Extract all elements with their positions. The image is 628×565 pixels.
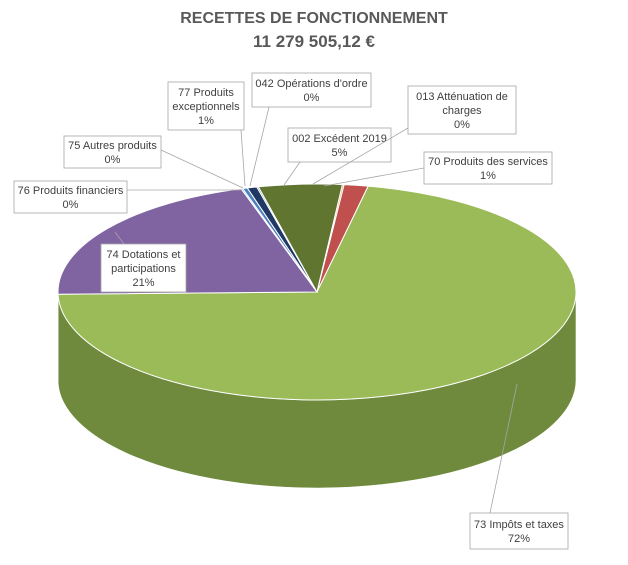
callout-74-dotations-et-participations: 74 Dotations et participations 21% [100,231,187,293]
callout-73-impots-et-taxes: 73 Impôts et taxes 72% [469,383,569,550]
callout-box [13,180,128,214]
callout-013-attenuation-de-charges: 013 Atténuation de charges 0% [312,85,517,185]
slice-label: 042 Opérations d'ordre [255,78,367,90]
chart-title: RECETTES DE FONCTIONNEMENT [180,10,448,27]
callout-leader-line [489,383,518,514]
callout-box [251,72,372,108]
callout-box [287,127,392,163]
callout-70-produits-des-services: 70 Produits des services 1% [323,151,553,187]
callout-leader-line [114,231,125,245]
callout-box [63,135,162,169]
slice-label: 77 Produits exceptionnels [172,87,240,113]
slice-percent-label: 72% [508,533,530,545]
slice-percent-label: 1% [198,115,214,127]
callout-042-operations-d-ordre: 042 Opérations d'ordre 0% [249,72,372,187]
chart-subtitle: 11 279 505,12 € [253,32,375,51]
callout-box [407,85,517,135]
slice-percent-label: 0% [304,92,320,104]
pie-slice-013-attenuation-de-charges [316,184,345,293]
pie-callouts: 70 Produits des services 1% 73 Impôts et t… [13,72,569,550]
slice-percent-label: 0% [105,154,121,166]
slice-percent-label: 5% [332,147,348,159]
callout-box [423,151,553,185]
slice-percent-label: 0% [454,119,470,131]
callout-leader-line [323,167,425,187]
callout-76-produits-financiers: 76 Produits financiers 0% [13,180,242,214]
callout-leader-line [160,149,244,189]
callout-box [100,243,187,293]
callout-box [167,81,245,131]
slice-label: 74 Dotations et participations [107,249,181,275]
slice-percent-label: 0% [63,199,79,211]
slice-label: 013 Atténuation de charges [416,91,508,117]
callout-leader-line [312,127,409,185]
slice-label: 76 Produits financiers [18,185,124,197]
slice-label: 73 Impôts et taxes [474,519,564,531]
callout-leader-line [240,129,246,187]
slice-label: 70 Produits des services [428,156,548,168]
slice-label: 002 Excédent 2019 [292,133,387,145]
pie-slice-73-impots-et-taxes [57,185,577,401]
callout-002-excedent-2019: 002 Excédent 2019 5% [283,127,392,186]
slice-label: 75 Autres produits [68,140,157,152]
callout-75-autres-produits: 75 Autres produits 0% [63,135,244,189]
callout-leader-line [249,106,270,187]
callout-leader-line [283,161,301,186]
slice-percent-label: 1% [480,170,496,182]
callout-77-produits-exceptionnels: 77 Produits exceptionnels 1% [167,81,246,187]
slice-percent-label: 21% [132,277,154,289]
callout-box [469,512,569,550]
